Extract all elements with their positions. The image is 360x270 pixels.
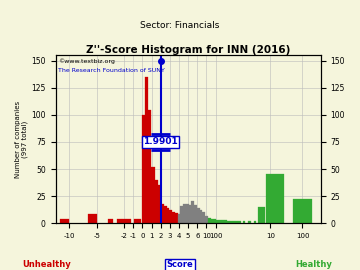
Bar	[154, 180, 158, 223]
Bar	[266, 174, 284, 223]
Bar	[134, 219, 138, 223]
Bar	[248, 221, 251, 223]
Y-axis label: Number of companies
(997 total): Number of companies (997 total)	[15, 101, 28, 178]
Text: Healthy: Healthy	[295, 260, 332, 269]
Bar	[189, 205, 192, 223]
Bar	[161, 204, 164, 223]
Bar	[158, 185, 161, 223]
Bar	[172, 212, 175, 223]
Bar	[221, 220, 224, 223]
Bar	[216, 220, 219, 223]
Bar	[202, 212, 205, 223]
Bar	[194, 205, 197, 223]
Bar	[238, 221, 241, 223]
Text: 1.9901: 1.9901	[143, 137, 178, 147]
Bar	[205, 215, 208, 223]
Bar	[108, 219, 113, 223]
Bar	[230, 221, 233, 223]
Bar	[227, 221, 230, 223]
Bar	[192, 201, 194, 223]
Bar	[126, 219, 131, 223]
Text: ©www.textbiz.org: ©www.textbiz.org	[58, 59, 115, 64]
Text: Sector: Financials: Sector: Financials	[140, 21, 220, 30]
Bar	[183, 204, 186, 223]
Bar	[60, 219, 69, 223]
Bar	[175, 213, 177, 223]
Bar	[197, 208, 199, 223]
Bar	[117, 219, 122, 223]
Bar	[224, 220, 227, 223]
Bar	[180, 206, 183, 223]
Bar	[211, 219, 213, 223]
Bar	[293, 199, 312, 223]
Bar	[199, 210, 202, 223]
Bar	[167, 208, 170, 223]
Bar	[138, 219, 141, 223]
Bar	[235, 221, 238, 223]
Bar	[243, 221, 245, 223]
Bar	[213, 219, 216, 223]
Bar	[177, 214, 180, 223]
Bar	[145, 77, 148, 223]
Bar	[148, 110, 151, 223]
Bar	[151, 167, 154, 223]
Bar	[258, 207, 265, 223]
Bar	[253, 221, 256, 223]
Bar	[219, 220, 221, 223]
Bar	[186, 204, 189, 223]
Bar	[208, 218, 211, 223]
Bar	[233, 221, 235, 223]
Text: The Research Foundation of SUNY: The Research Foundation of SUNY	[58, 69, 165, 73]
Text: Score: Score	[167, 260, 193, 269]
Bar	[142, 115, 145, 223]
Bar	[164, 206, 167, 223]
Bar	[170, 210, 172, 223]
Title: Z''-Score Histogram for INN (2016): Z''-Score Histogram for INN (2016)	[86, 45, 290, 55]
Text: Unhealthy: Unhealthy	[22, 260, 71, 269]
Bar	[122, 219, 126, 223]
Bar	[87, 214, 97, 223]
